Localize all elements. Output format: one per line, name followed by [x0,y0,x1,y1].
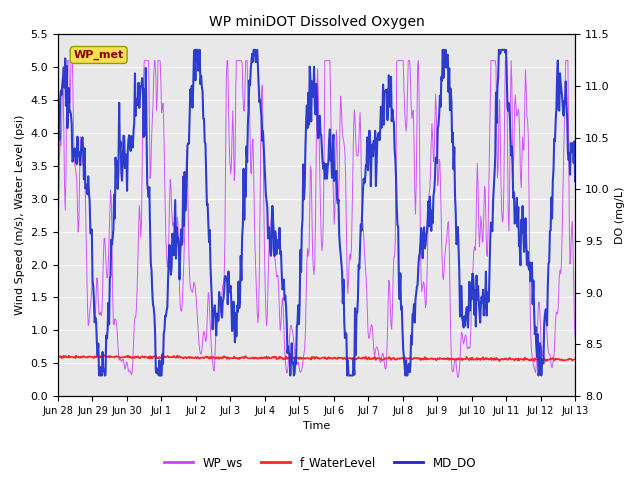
Title: WP miniDOT Dissolved Oxygen: WP miniDOT Dissolved Oxygen [209,15,424,29]
X-axis label: Time: Time [303,421,330,432]
Legend: WP_ws, f_WaterLevel, MD_DO: WP_ws, f_WaterLevel, MD_DO [159,452,481,474]
Text: WP_met: WP_met [74,50,124,60]
Y-axis label: DO (mg/L): DO (mg/L) [615,186,625,244]
Y-axis label: Wind Speed (m/s), Water Level (psi): Wind Speed (m/s), Water Level (psi) [15,115,25,315]
